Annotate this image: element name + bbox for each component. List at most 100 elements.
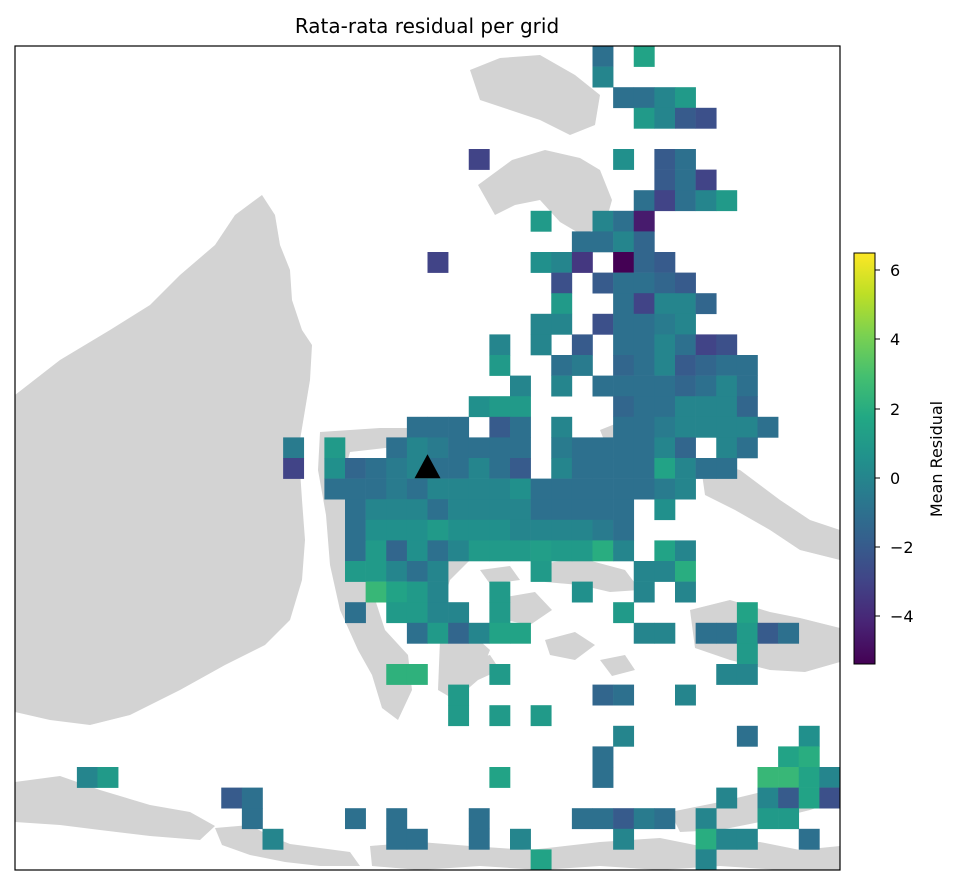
land-bali-lombok <box>215 825 360 866</box>
grid-cell <box>448 602 470 624</box>
grid-cell <box>716 334 738 356</box>
grid-cell <box>386 458 408 479</box>
grid-cell <box>510 519 531 541</box>
grid-cell <box>468 540 490 562</box>
grid-cell <box>530 561 552 582</box>
grid-cell <box>345 478 366 500</box>
grid-cell <box>613 293 635 315</box>
colorbar: 6 4 2 0 −2 −4 Mean Residual <box>853 252 946 665</box>
grid-cell <box>675 540 696 562</box>
grid-cell <box>489 334 511 356</box>
grid-cell <box>613 416 635 438</box>
grid-cell <box>510 828 531 850</box>
grid-cell <box>448 540 470 562</box>
grid-cell <box>592 478 614 500</box>
grid-cell <box>468 478 490 500</box>
grid-cell <box>695 416 717 438</box>
grid-cell <box>675 581 696 603</box>
grid-cell <box>613 437 635 459</box>
grid-cell <box>695 169 717 191</box>
grid-cell <box>633 561 655 582</box>
grid-cell <box>695 808 717 830</box>
grid-cell <box>716 664 738 685</box>
grid-cell <box>633 293 655 315</box>
grid-cell <box>633 375 655 397</box>
grid-cell <box>386 437 408 459</box>
grid-cell <box>386 664 408 685</box>
grid-cell <box>241 808 263 830</box>
grid-cell <box>675 293 696 315</box>
grid-cell <box>736 355 758 376</box>
grid-cell <box>633 808 655 830</box>
grid-cell <box>798 767 820 788</box>
grid-cell <box>716 190 738 212</box>
grid-cell <box>695 458 717 479</box>
land-buru <box>500 592 552 625</box>
grid-cell <box>510 375 531 397</box>
grid-cell <box>716 828 738 850</box>
grid-cell <box>448 622 470 644</box>
grid-cell <box>592 746 614 768</box>
grid-cell <box>654 375 676 397</box>
grid-cell <box>468 396 490 418</box>
grid-cell <box>613 313 635 335</box>
grid-cell <box>76 767 98 788</box>
grid-cell <box>654 272 676 294</box>
chart-title: Rata-rata residual per grid <box>295 14 559 38</box>
grid-cell <box>675 107 696 129</box>
grid-cell <box>489 499 511 521</box>
grid-cell <box>613 684 635 706</box>
grid-cell <box>716 416 738 438</box>
grid-cell <box>448 499 470 521</box>
grid-cell <box>530 478 552 500</box>
grid-cell <box>613 396 635 418</box>
grid-cell <box>345 540 366 562</box>
grid-cell <box>736 622 758 644</box>
grid-cell <box>613 210 635 232</box>
grid-cell <box>654 334 676 356</box>
grid-cell <box>530 252 552 273</box>
grid-cell <box>571 437 593 459</box>
grid-cell <box>571 458 593 479</box>
grid-cell <box>406 602 428 624</box>
grid-cell <box>386 808 408 830</box>
grid-cell <box>571 499 593 521</box>
grid-cell <box>798 787 820 809</box>
land-sulawesi-se <box>438 632 490 700</box>
grid-cell <box>633 437 655 459</box>
grid-cell <box>510 499 531 521</box>
colorbar-tick-label: −4 <box>890 607 914 626</box>
grid-cell <box>571 478 593 500</box>
grid-cell <box>283 437 305 459</box>
grid-cell <box>448 416 470 438</box>
grid-cell <box>427 437 449 459</box>
grid-cell <box>592 210 614 232</box>
grid-cell <box>592 437 614 459</box>
grid-cell <box>757 767 779 788</box>
grid-cell <box>592 808 614 830</box>
grid-cell <box>386 602 408 624</box>
grid-cell <box>468 622 490 644</box>
grid-cell <box>489 396 511 418</box>
grid-cell <box>406 622 428 644</box>
grid-cell <box>221 787 243 809</box>
grid-cell <box>571 231 593 253</box>
grid-cell <box>778 787 800 809</box>
grid-cell <box>654 478 676 500</box>
grid-cell <box>675 437 696 459</box>
grid-cell <box>633 355 655 376</box>
grid-cell <box>675 458 696 479</box>
grid-cell <box>510 416 531 438</box>
grid-cell <box>345 808 366 830</box>
grid-cell <box>468 149 490 170</box>
grid-cell <box>654 622 676 644</box>
grid-cell <box>654 149 676 170</box>
grid-cell <box>736 396 758 418</box>
grid-cell <box>530 313 552 335</box>
grid-cell <box>530 849 552 870</box>
grid-cell <box>489 437 511 459</box>
grid-cell <box>695 355 717 376</box>
grid-cell <box>633 458 655 479</box>
grid-cell <box>654 355 676 376</box>
grid-cell <box>633 581 655 603</box>
